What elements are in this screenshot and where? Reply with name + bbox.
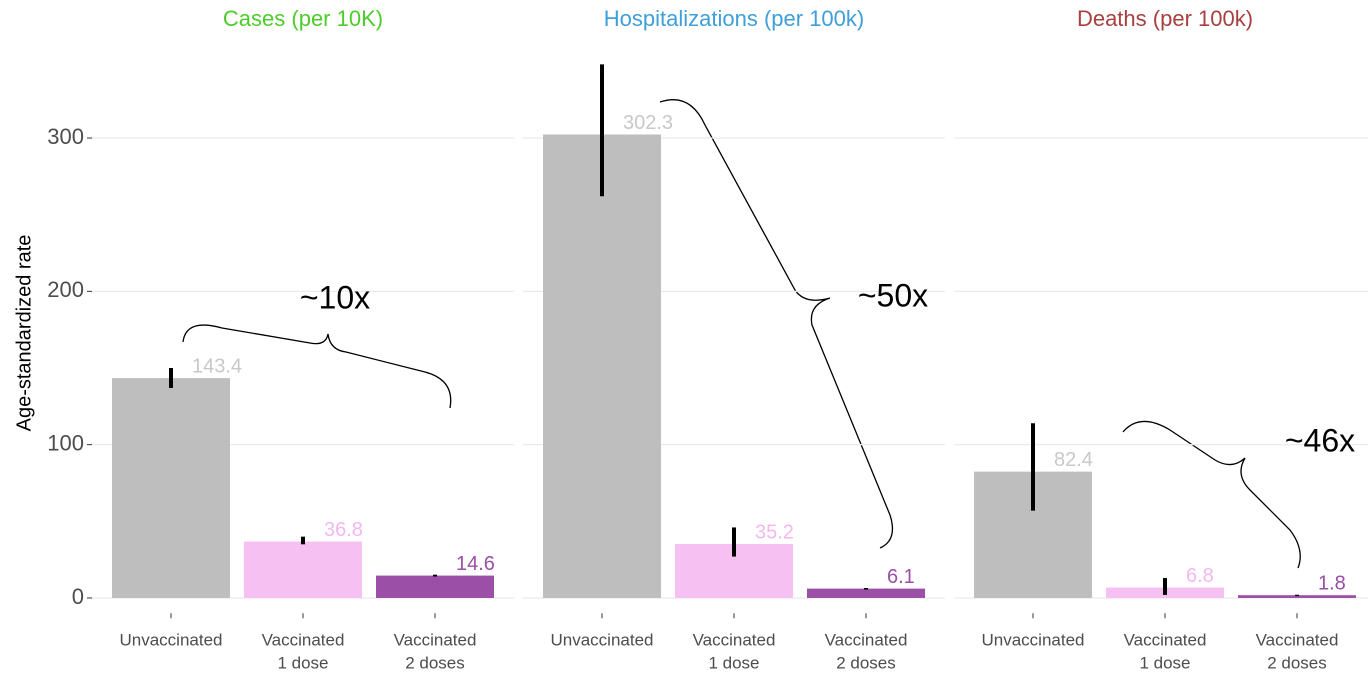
value-label: 143.4	[192, 355, 242, 377]
value-label: 6.1	[887, 566, 915, 588]
annotation: ~50x	[858, 277, 928, 313]
y-tick-label: 0	[72, 584, 84, 609]
panel-title: Hospitalizations (per 100k)	[604, 6, 864, 31]
bar	[376, 575, 494, 598]
value-label: 1.8	[1318, 572, 1346, 594]
x-tick-line: Unvaccinated	[550, 631, 653, 650]
y-tick-label: 200	[47, 277, 84, 302]
x-tick-label: Vaccinated 2 doses	[394, 631, 477, 673]
value-label: 36.8	[324, 519, 363, 541]
x-tick-label: Unvaccinated	[119, 631, 222, 650]
panel-title: Cases (per 10K)	[223, 6, 383, 31]
x-tick-line: 1 dose	[1139, 654, 1190, 673]
y-tick-label: 100	[47, 430, 84, 455]
x-tick-label: Vaccinated 1 dose	[262, 631, 345, 673]
brace	[182, 324, 452, 409]
x-tick-label: Vaccinated 2 doses	[1256, 631, 1339, 673]
x-tick-label: Unvaccinated	[981, 631, 1084, 650]
x-tick-line: Vaccinated	[394, 631, 477, 650]
brace	[659, 99, 894, 549]
x-tick-label: Vaccinated 1 dose	[1124, 631, 1207, 673]
x-tick-line: 1 dose	[277, 654, 328, 673]
value-label: 82.4	[1054, 449, 1093, 471]
x-tick-label: Vaccinated 1 dose	[693, 631, 776, 673]
y-axis-label: Age-standardized rate	[13, 235, 35, 432]
x-tick-line: Vaccinated	[825, 631, 908, 650]
value-label: 6.8	[1186, 565, 1214, 587]
bar	[112, 378, 230, 598]
x-tick-line: 2 doses	[1267, 654, 1327, 673]
value-label: 35.2	[755, 521, 794, 543]
x-tick-line: Vaccinated	[693, 631, 776, 650]
annotation: ~46x	[1285, 422, 1355, 458]
x-tick-label: Unvaccinated	[550, 631, 653, 650]
panel-title: Deaths (per 100k)	[1077, 6, 1253, 31]
braces	[182, 99, 1301, 569]
brace	[1122, 420, 1301, 569]
x-tick-line: Vaccinated	[262, 631, 345, 650]
x-tick-label: Vaccinated 2 doses	[825, 631, 908, 673]
value-label: 14.6	[456, 553, 495, 575]
value-label: 302.3	[623, 112, 673, 134]
annotation: ~10x	[300, 279, 370, 315]
bar	[543, 134, 661, 598]
x-tick-line: Unvaccinated	[119, 631, 222, 650]
x-tick-line: Unvaccinated	[981, 631, 1084, 650]
y-tick-label: 300	[47, 124, 84, 149]
bar	[1238, 595, 1356, 598]
x-tick-line: Vaccinated	[1256, 631, 1339, 650]
x-tick-line: 1 dose	[708, 654, 759, 673]
x-tick-line: Vaccinated	[1124, 631, 1207, 650]
bar	[807, 588, 925, 598]
x-tick-line: 2 doses	[405, 654, 465, 673]
bar	[244, 541, 362, 598]
x-tick-line: 2 doses	[836, 654, 896, 673]
